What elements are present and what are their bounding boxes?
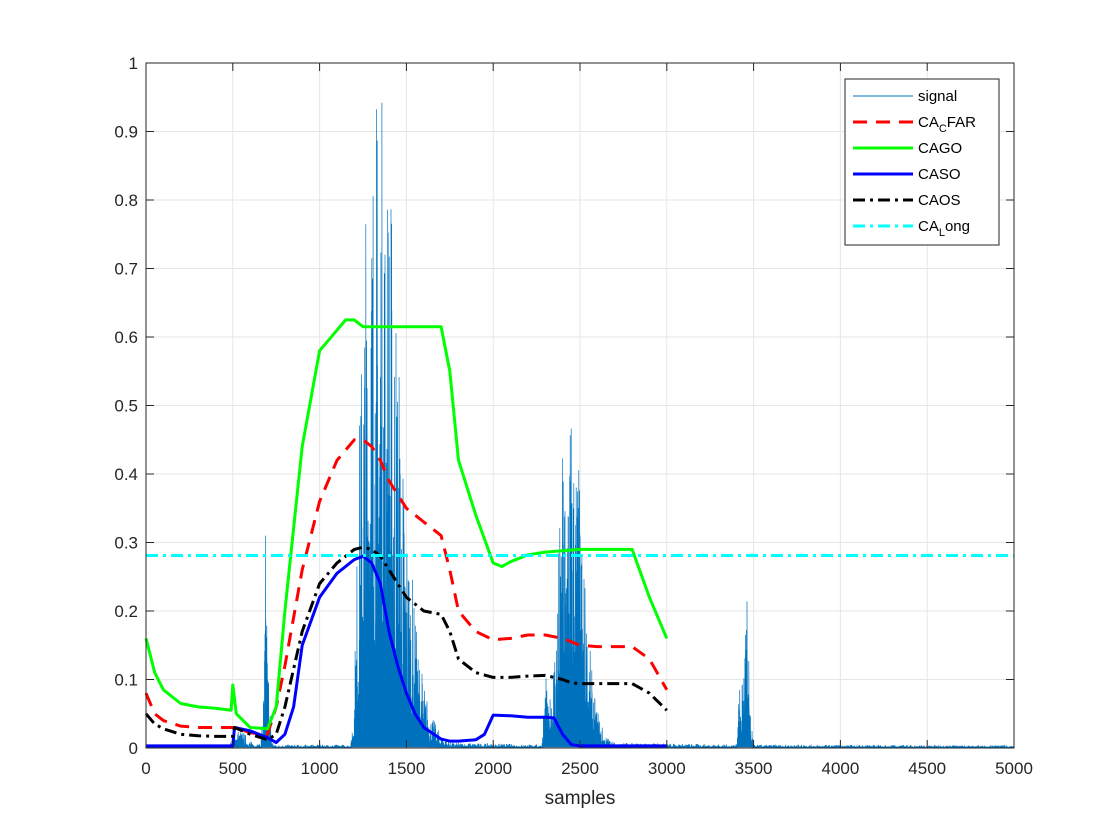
legend-entry-label: CASO	[918, 166, 961, 183]
x-tick-label: 3500	[735, 759, 773, 778]
y-tick-label: 0	[129, 739, 138, 758]
x-tick-label: 1000	[301, 759, 339, 778]
legend-entry-label: signal	[918, 88, 957, 105]
y-tick-label: 0.9	[114, 123, 138, 142]
x-axis-label: samples	[545, 788, 616, 809]
y-tick-label: 0.4	[114, 465, 138, 484]
y-tick-label: 0.8	[114, 191, 138, 210]
legend-box	[844, 78, 1000, 246]
y-tick-label: 1	[129, 54, 138, 73]
signal-series	[145, 102, 1015, 749]
signal-trace	[145, 102, 1015, 749]
y-tick-label: 0.7	[114, 260, 138, 279]
x-tick-label: 2500	[561, 759, 599, 778]
x-tick-label: 5000	[995, 759, 1033, 778]
y-tick-label: 0.5	[114, 397, 138, 416]
axes: 0 500 1000 1500 2000 2500 3000 3500 4000 4500 5000…	[114, 54, 1033, 778]
y-tick-label: 0.1	[114, 671, 138, 690]
x-tick-label: 0	[141, 759, 150, 778]
legend-entry-label: CAGO	[918, 140, 962, 157]
series-line-caso	[146, 554, 667, 748]
x-tick-label: 3000	[648, 759, 686, 778]
x-tick-label: 2000	[474, 759, 512, 778]
x-tick-label: 1500	[387, 759, 425, 778]
x-tick-label: 500	[219, 759, 247, 778]
legend-entry-label: CACFAR	[918, 114, 976, 135]
series-line-cago	[144, 318, 669, 731]
legend: signal CACFAR CAGO CASO CAOS CALong	[844, 78, 1000, 246]
threshold-series	[144, 318, 1014, 748]
y-tick-label: 0.3	[114, 534, 138, 553]
x-tick-label: 4500	[908, 759, 946, 778]
legend-entry-label: CALong	[918, 218, 970, 239]
legend-entry-label: CAOS	[918, 192, 961, 209]
series-line-ca-cfar	[144, 438, 669, 736]
y-tick-label: 0.6	[114, 328, 138, 347]
x-tick-label: 4000	[821, 759, 859, 778]
y-tick-label: 0.2	[114, 602, 138, 621]
